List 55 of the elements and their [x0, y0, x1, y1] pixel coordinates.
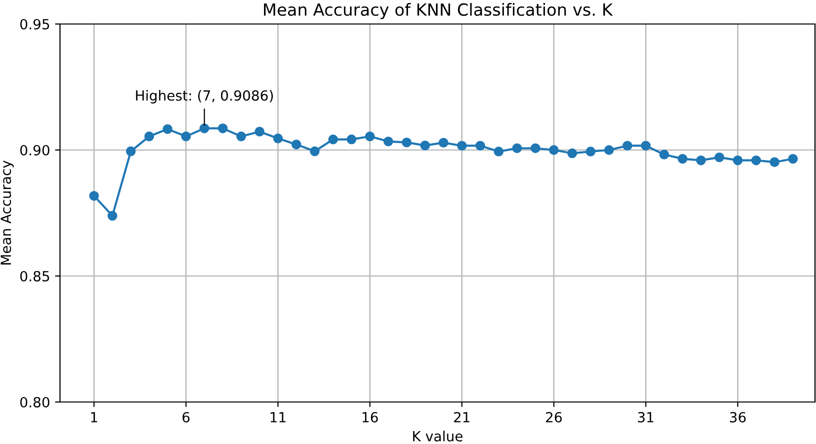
point: [475, 140, 486, 151]
point: [438, 138, 448, 148]
point: [346, 134, 356, 144]
point: [732, 155, 743, 166]
y-axis-title: Mean Accuracy: [0, 160, 14, 264]
point: [328, 134, 338, 144]
point: [530, 143, 540, 154]
point: [604, 145, 614, 155]
x-tick-label: 26: [546, 412, 562, 422]
x-tick-label: 36: [730, 412, 746, 422]
x-tick-label: 21: [454, 412, 470, 422]
point: [457, 140, 467, 151]
point: [200, 123, 210, 134]
point: [144, 132, 154, 142]
point: [714, 152, 724, 162]
point: [548, 145, 559, 155]
point: [310, 146, 320, 156]
point: [291, 140, 302, 150]
x-axis-title: K value: [413, 430, 462, 442]
point: [181, 132, 191, 142]
point: [788, 154, 798, 164]
point: [383, 136, 394, 146]
point: [696, 155, 706, 166]
point: [254, 126, 264, 136]
point: [402, 138, 412, 148]
point: [108, 210, 118, 221]
x-tick-label: 16: [362, 412, 378, 422]
point: [126, 146, 136, 156]
x-tick-label: 1: [91, 412, 98, 422]
y-tick-label: 0.80: [20, 396, 50, 408]
point: [512, 143, 522, 154]
point: [751, 155, 762, 166]
point: [567, 148, 578, 158]
point: [236, 132, 246, 142]
y-tick-label: 0.85: [20, 270, 50, 282]
y-tick-label: 0.95: [20, 18, 50, 30]
point: [218, 123, 228, 134]
chart-title: Mean Accuracy of KNN Classification vs. K: [264, 3, 613, 20]
x-tick-label: 6: [182, 412, 190, 422]
point: [659, 150, 670, 160]
point: [273, 134, 283, 144]
point: [89, 191, 99, 201]
point: [494, 146, 504, 156]
point: [162, 124, 172, 134]
annotation: Highest: (7, 0.9086): [136, 90, 273, 104]
point: [586, 146, 596, 156]
point: [678, 154, 688, 164]
x-tick-label: 11: [270, 412, 286, 422]
point: [622, 140, 632, 151]
point: [365, 132, 375, 142]
y-tick-label: 0.90: [20, 144, 50, 156]
point: [420, 140, 430, 150]
point: [770, 157, 780, 167]
x-tick-label: 31: [638, 412, 654, 422]
point: [640, 140, 651, 151]
